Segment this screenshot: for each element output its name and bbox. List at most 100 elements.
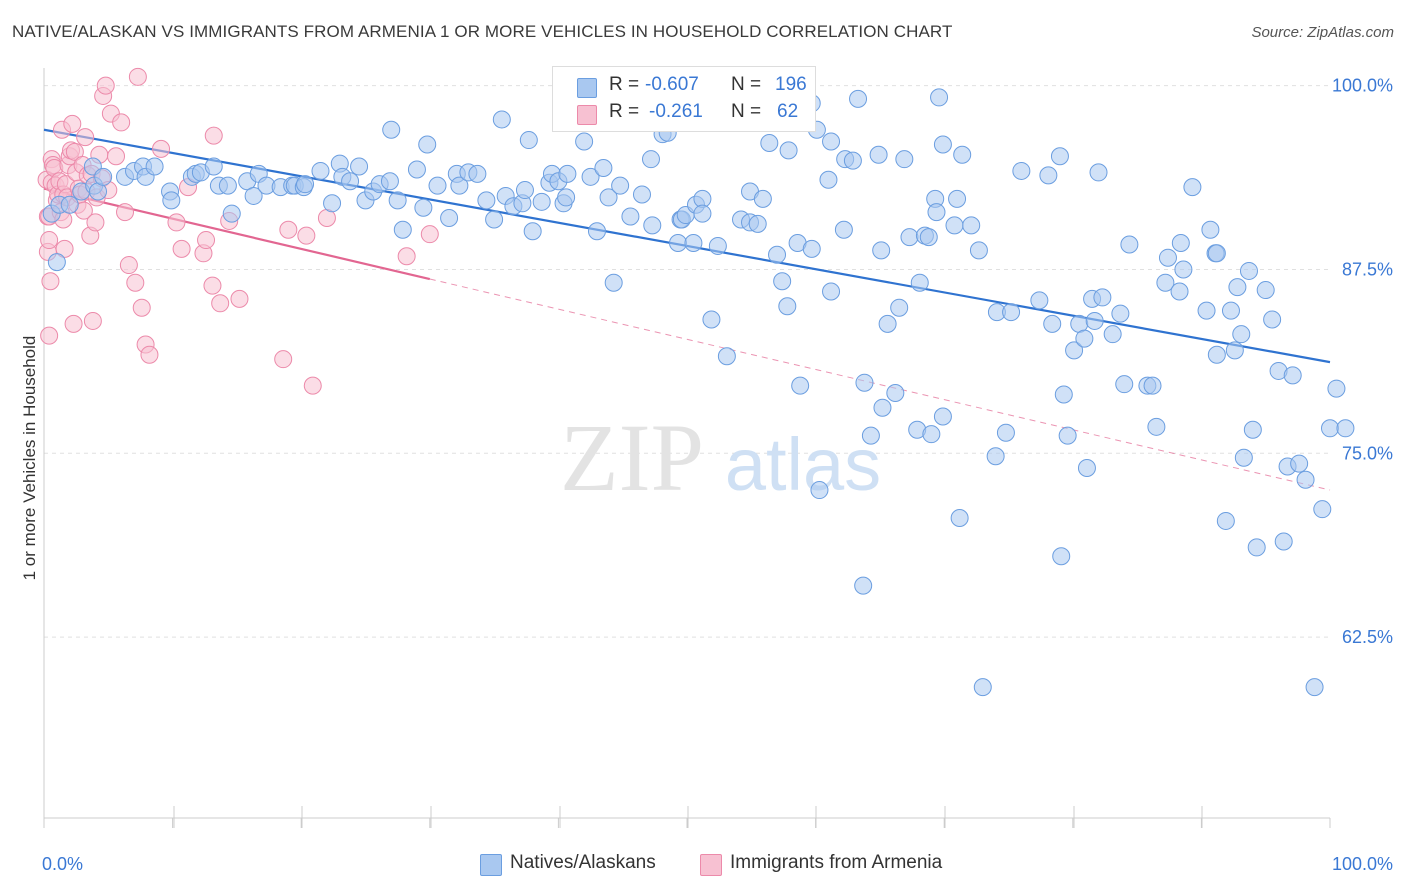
data-point bbox=[515, 181, 534, 200]
data-point bbox=[119, 256, 138, 275]
data-point bbox=[414, 198, 433, 217]
data-point bbox=[684, 234, 703, 252]
data-point bbox=[930, 88, 949, 107]
data-point bbox=[274, 350, 293, 369]
data-point bbox=[986, 447, 1005, 466]
data-point bbox=[1216, 511, 1235, 530]
data-point bbox=[693, 204, 712, 223]
data-point bbox=[779, 141, 798, 160]
data-point bbox=[167, 213, 186, 232]
x-tick-label: 100.0% bbox=[1332, 854, 1393, 874]
data-point bbox=[945, 216, 964, 235]
data-point bbox=[900, 228, 919, 247]
data-point bbox=[604, 273, 623, 292]
data-point bbox=[388, 191, 407, 210]
data-point bbox=[1156, 273, 1175, 292]
data-point bbox=[350, 157, 369, 176]
data-point bbox=[128, 67, 147, 86]
data-point bbox=[1065, 341, 1084, 360]
data-point bbox=[753, 189, 772, 208]
data-point bbox=[922, 425, 941, 444]
data-point bbox=[222, 204, 241, 223]
legend-row-natives: R = -0.607 N = 196 bbox=[553, 73, 815, 101]
chart-source: Source: ZipAtlas.com bbox=[1251, 24, 1394, 41]
data-point bbox=[40, 231, 59, 250]
data-point bbox=[878, 314, 897, 333]
legend-swatch-pink bbox=[700, 854, 722, 876]
data-point bbox=[861, 426, 880, 445]
data-point bbox=[1039, 166, 1058, 185]
data-point bbox=[55, 239, 74, 258]
watermark-zip: ZIP bbox=[560, 404, 704, 511]
legend-swatch-pink bbox=[577, 105, 597, 125]
data-point bbox=[428, 176, 447, 195]
data-point bbox=[172, 239, 191, 258]
data-point bbox=[60, 195, 79, 214]
data-point bbox=[1234, 448, 1253, 467]
data-point bbox=[778, 297, 797, 316]
chart-title: NATIVE/ALASKAN VS IMMIGRANTS FROM ARMENI… bbox=[12, 22, 953, 41]
data-point bbox=[523, 222, 542, 241]
data-point bbox=[76, 128, 95, 147]
legend-n-label: N = bbox=[731, 74, 762, 95]
data-point bbox=[632, 185, 651, 204]
data-point bbox=[1120, 235, 1139, 254]
data-point bbox=[1283, 366, 1302, 385]
legend-n-value: 196 bbox=[775, 74, 807, 95]
data-point bbox=[323, 194, 342, 213]
data-point bbox=[297, 226, 316, 245]
data-point bbox=[969, 241, 988, 260]
data-point bbox=[197, 231, 216, 250]
data-point bbox=[1174, 260, 1193, 279]
data-point bbox=[1115, 375, 1134, 394]
data-point bbox=[132, 298, 151, 317]
data-point bbox=[760, 134, 779, 152]
data-point bbox=[668, 234, 687, 252]
data-point bbox=[773, 272, 792, 291]
data-point bbox=[1247, 538, 1266, 557]
series-natives-alaskans bbox=[42, 88, 1355, 697]
data-point bbox=[1002, 303, 1021, 322]
legend-swatch-blue bbox=[480, 854, 502, 876]
data-point bbox=[611, 176, 630, 195]
data-point bbox=[1197, 301, 1216, 320]
data-point bbox=[380, 172, 399, 191]
data-point bbox=[557, 188, 576, 207]
data-point bbox=[1085, 311, 1104, 330]
data-point bbox=[244, 186, 263, 205]
data-point bbox=[65, 142, 84, 161]
data-point bbox=[1111, 304, 1130, 323]
x-tick-labels: 0.0% 100.0% bbox=[42, 854, 1393, 874]
data-point bbox=[1313, 500, 1332, 519]
data-point bbox=[230, 289, 249, 308]
data-point bbox=[63, 114, 82, 133]
data-point bbox=[1336, 419, 1355, 438]
data-point bbox=[64, 314, 83, 333]
data-point bbox=[1305, 678, 1324, 697]
data-point bbox=[950, 509, 969, 527]
data-point bbox=[1256, 281, 1275, 300]
data-point bbox=[1243, 420, 1262, 439]
data-point bbox=[1321, 419, 1339, 438]
data-point bbox=[594, 159, 613, 177]
series-immigrants-from-armenia bbox=[37, 67, 439, 395]
y-tick-label: 75.0% bbox=[1342, 443, 1393, 463]
data-point bbox=[420, 225, 439, 244]
data-point bbox=[919, 228, 938, 247]
data-point bbox=[702, 310, 721, 329]
data-point bbox=[140, 345, 159, 364]
y-tick-label: 100.0% bbox=[1332, 76, 1393, 96]
data-point bbox=[40, 326, 59, 345]
data-point bbox=[822, 282, 841, 301]
data-point bbox=[204, 126, 223, 145]
data-point bbox=[393, 220, 412, 239]
data-point bbox=[1030, 291, 1049, 310]
data-point bbox=[477, 191, 496, 210]
data-point bbox=[1093, 288, 1112, 307]
data-point bbox=[1147, 417, 1166, 436]
data-point bbox=[303, 376, 322, 395]
data-point bbox=[643, 216, 662, 235]
data-point bbox=[855, 373, 874, 392]
data-point bbox=[1225, 341, 1244, 360]
data-point bbox=[1183, 178, 1202, 197]
